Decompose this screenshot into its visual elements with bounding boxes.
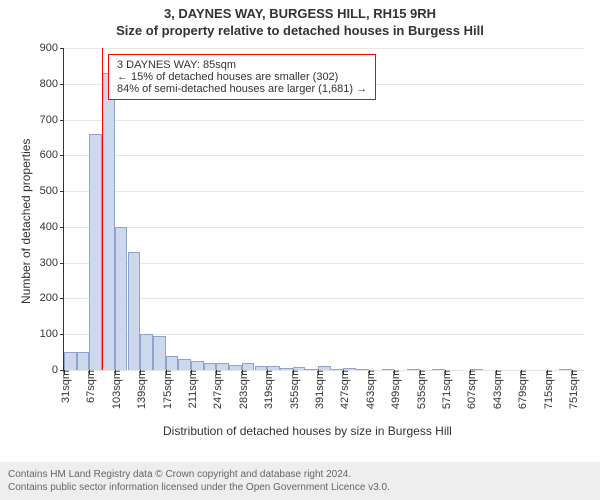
xtick-label: 355sqm xyxy=(285,370,301,409)
histogram-bar xyxy=(166,356,179,370)
gridline xyxy=(64,120,584,121)
xtick-label: 175sqm xyxy=(158,370,174,409)
histogram-bar xyxy=(128,252,141,370)
histogram-bar xyxy=(191,361,204,370)
ytick-label: 800 xyxy=(40,78,64,90)
chart-title-line2: Size of property relative to detached ho… xyxy=(0,23,600,40)
y-axis-label: Number of detached properties xyxy=(19,139,33,304)
annotation-box: 3 DAYNES WAY: 85sqm← 15% of detached hou… xyxy=(108,54,376,100)
annotation-line: 84% of semi-detached houses are larger (… xyxy=(117,83,367,95)
annotation-line: 3 DAYNES WAY: 85sqm xyxy=(117,59,367,71)
xtick-label: 715sqm xyxy=(539,370,555,409)
chart-titles: 3, DAYNES WAY, BURGESS HILL, RH15 9RH Si… xyxy=(0,0,600,40)
xtick-label: 751sqm xyxy=(564,370,580,409)
xtick-label: 535sqm xyxy=(412,370,428,409)
gridline xyxy=(64,227,584,228)
xtick-label: 607sqm xyxy=(462,370,478,409)
histogram-bar xyxy=(178,359,191,370)
xtick-label: 139sqm xyxy=(132,370,148,409)
chart-container: 3, DAYNES WAY, BURGESS HILL, RH15 9RH Si… xyxy=(0,0,600,500)
xtick-label: 643sqm xyxy=(488,370,504,409)
subject-marker-line xyxy=(102,48,103,370)
gridline xyxy=(64,263,584,264)
xtick-label: 67sqm xyxy=(81,370,97,403)
annotation-line: ← 15% of detached houses are smaller (30… xyxy=(117,71,367,83)
histogram-bar xyxy=(242,363,255,370)
plot-area: 010020030040050060070080090031sqm67sqm10… xyxy=(63,48,584,371)
ytick-label: 900 xyxy=(40,42,64,54)
xtick-label: 679sqm xyxy=(513,370,529,409)
ytick-label: 600 xyxy=(40,149,64,161)
histogram-bar xyxy=(89,134,102,370)
ytick-label: 700 xyxy=(40,114,64,126)
xtick-label: 103sqm xyxy=(107,370,123,409)
x-axis-label: Distribution of detached houses by size … xyxy=(163,424,452,438)
ytick-label: 100 xyxy=(40,328,64,340)
histogram-bar xyxy=(77,352,90,370)
histogram-bar xyxy=(115,227,128,370)
attribution-footer: Contains HM Land Registry data © Crown c… xyxy=(0,462,600,500)
xtick-label: 211sqm xyxy=(183,370,199,408)
xtick-label: 571sqm xyxy=(437,370,453,409)
chart-title-line1: 3, DAYNES WAY, BURGESS HILL, RH15 9RH xyxy=(0,6,600,23)
ytick-label: 500 xyxy=(40,185,64,197)
xtick-label: 391sqm xyxy=(310,370,326,409)
attribution-line1: Contains HM Land Registry data © Crown c… xyxy=(8,468,592,481)
histogram-bar xyxy=(140,334,153,370)
ytick-label: 400 xyxy=(40,221,64,233)
histogram-bar xyxy=(204,363,217,370)
xtick-label: 427sqm xyxy=(335,370,351,409)
histogram-bar xyxy=(216,363,229,370)
histogram-bar xyxy=(153,336,166,370)
ytick-label: 300 xyxy=(40,257,64,269)
gridline xyxy=(64,48,584,49)
xtick-label: 283sqm xyxy=(234,370,250,409)
xtick-label: 319sqm xyxy=(259,370,275,409)
xtick-label: 463sqm xyxy=(361,370,377,409)
gridline xyxy=(64,298,584,299)
ytick-label: 200 xyxy=(40,292,64,304)
xtick-label: 499sqm xyxy=(386,370,402,409)
histogram-bar xyxy=(102,73,115,370)
histogram-bar xyxy=(64,352,77,370)
gridline xyxy=(64,191,584,192)
xtick-label: 31sqm xyxy=(56,370,72,403)
attribution-line2: Contains public sector information licen… xyxy=(8,481,592,494)
xtick-label: 247sqm xyxy=(208,370,224,409)
gridline xyxy=(64,155,584,156)
